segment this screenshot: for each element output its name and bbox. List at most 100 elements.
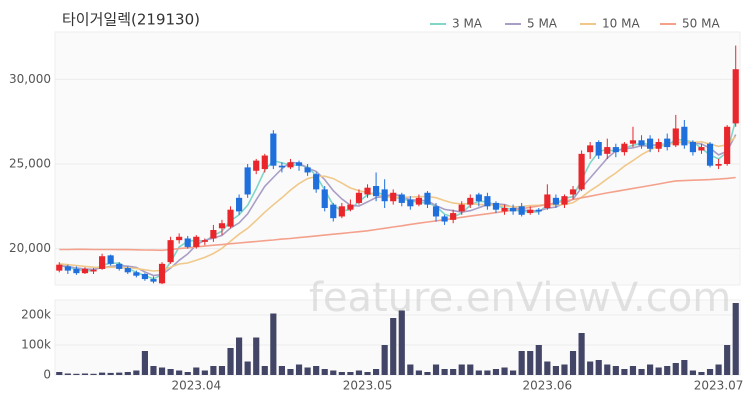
candle-body xyxy=(698,147,705,151)
candle-body xyxy=(672,128,679,146)
volume-bar xyxy=(441,369,448,375)
volume-bar xyxy=(655,367,662,375)
legend-label: 50 MA xyxy=(682,17,720,31)
legend-label: 5 MA xyxy=(527,17,558,31)
candle-body xyxy=(732,69,739,124)
volume-bar xyxy=(390,318,397,375)
volume-bar xyxy=(124,372,131,375)
candle-body xyxy=(167,240,174,263)
volume-bar xyxy=(270,313,277,375)
volume-bar xyxy=(90,373,97,375)
volume-bar xyxy=(578,333,585,375)
candle-body xyxy=(398,194,405,203)
candle-body xyxy=(270,133,277,166)
candle-body xyxy=(338,206,345,217)
volume-bar xyxy=(355,370,363,375)
ma-line xyxy=(59,136,737,272)
candle-body xyxy=(150,279,157,282)
volume-bar xyxy=(236,337,243,375)
volume-bar xyxy=(64,373,71,375)
volume-bar xyxy=(73,373,80,375)
y-tick-label: 25,000 xyxy=(9,157,51,171)
candle-body xyxy=(184,238,191,247)
candle-body xyxy=(552,197,559,205)
candle-body xyxy=(330,204,337,219)
candle-body xyxy=(355,192,363,203)
volume-bar xyxy=(612,366,619,375)
candle-body xyxy=(492,202,500,210)
candle-body xyxy=(244,167,251,195)
volume-bar xyxy=(432,364,440,375)
volume-bar xyxy=(518,351,525,375)
candle-body xyxy=(655,142,662,149)
volume-panel xyxy=(54,299,741,376)
candle-body xyxy=(236,197,243,212)
volume-bar xyxy=(278,366,285,375)
candle-body xyxy=(612,147,619,153)
candle-body xyxy=(81,268,89,274)
volume-tick-label: 100k xyxy=(21,338,51,352)
candle-body xyxy=(381,189,388,202)
volume-bar xyxy=(167,369,174,375)
candle-body xyxy=(261,155,268,170)
candle-body xyxy=(638,140,645,146)
candle-body xyxy=(193,236,200,247)
candle-body xyxy=(647,138,654,149)
candle-body xyxy=(441,216,448,222)
candle-body xyxy=(56,264,63,271)
volume-bar xyxy=(698,372,705,375)
volume-bar xyxy=(253,337,260,375)
volume-bar xyxy=(261,366,268,375)
candle-body xyxy=(107,255,114,264)
volume-bar xyxy=(373,369,380,375)
candle-body xyxy=(501,208,508,212)
candle-body xyxy=(407,199,414,207)
candle-body xyxy=(390,192,397,202)
candle-body xyxy=(124,268,131,273)
volume-bar xyxy=(664,366,671,375)
candle-body xyxy=(313,174,320,190)
volume-bar xyxy=(398,310,405,375)
candle-body xyxy=(484,196,491,207)
volume-bar xyxy=(492,369,500,375)
legend-label: 10 MA xyxy=(602,17,640,31)
volume-bar xyxy=(561,364,568,375)
volume-bar xyxy=(184,372,191,375)
candle-body xyxy=(518,206,525,215)
volume-bar xyxy=(347,372,354,375)
candle-body xyxy=(373,186,380,197)
volume-bar xyxy=(407,364,414,375)
candle-body xyxy=(664,138,671,148)
volume-bar xyxy=(638,369,645,375)
candle-body xyxy=(569,189,577,195)
volume-bar xyxy=(484,370,491,375)
candle-body xyxy=(458,204,465,212)
volume-bar xyxy=(475,370,482,375)
volume-bar xyxy=(604,364,611,375)
candle-body xyxy=(527,209,534,214)
volume-bar xyxy=(527,351,534,375)
volume-bar xyxy=(304,367,311,375)
volume-bar xyxy=(81,373,89,375)
volume-bar xyxy=(364,372,371,375)
volume-bar xyxy=(595,360,602,375)
y-tick-label: 30,000 xyxy=(9,72,51,86)
volume-bar xyxy=(218,366,226,375)
watermark: feature.enViewV.com xyxy=(309,275,731,321)
volume-bar xyxy=(672,363,679,375)
candle-body xyxy=(544,194,551,208)
candle-body xyxy=(64,266,71,271)
volume-bar xyxy=(107,372,114,375)
candle-body xyxy=(347,204,354,210)
candle-body xyxy=(561,196,568,205)
candle-body xyxy=(415,197,422,205)
volume-bar xyxy=(424,372,431,375)
volume-tick-label: 200k xyxy=(21,308,51,322)
candle-body xyxy=(715,164,722,166)
volume-bar xyxy=(569,351,577,375)
volume-bar xyxy=(467,364,474,375)
x-tick-label: 2023.07 xyxy=(694,379,744,393)
candle-body xyxy=(116,263,123,269)
volume-bar xyxy=(629,366,637,375)
